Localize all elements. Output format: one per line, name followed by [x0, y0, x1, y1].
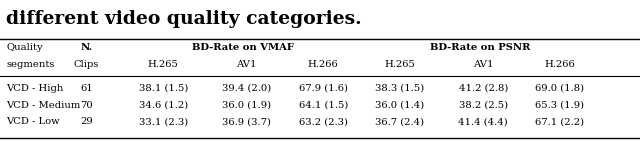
Text: segments: segments — [6, 60, 55, 69]
Text: H.265: H.265 — [385, 60, 415, 69]
Text: H.266: H.266 — [545, 60, 575, 69]
Text: 38.3 (1.5): 38.3 (1.5) — [376, 84, 424, 93]
Text: Clips: Clips — [74, 60, 99, 69]
Text: AV1: AV1 — [236, 60, 257, 69]
Text: 41.4 (4.4): 41.4 (4.4) — [458, 117, 508, 126]
Text: H.265: H.265 — [148, 60, 179, 69]
Text: 69.0 (1.8): 69.0 (1.8) — [536, 84, 584, 93]
Text: VCD - Low: VCD - Low — [6, 117, 60, 126]
Text: BD-Rate on PSNR: BD-Rate on PSNR — [430, 43, 530, 52]
Text: H.266: H.266 — [308, 60, 339, 69]
Text: VCD - High: VCD - High — [6, 84, 64, 93]
Text: 34.6 (1.2): 34.6 (1.2) — [139, 101, 188, 110]
Text: N.: N. — [81, 43, 92, 52]
Text: 33.1 (2.3): 33.1 (2.3) — [139, 117, 188, 126]
Text: 67.1 (2.2): 67.1 (2.2) — [536, 117, 584, 126]
Text: 38.1 (1.5): 38.1 (1.5) — [138, 84, 188, 93]
Text: 38.2 (2.5): 38.2 (2.5) — [459, 101, 508, 110]
Text: 64.1 (1.5): 64.1 (1.5) — [298, 101, 348, 110]
Text: 29: 29 — [80, 117, 93, 126]
Text: 36.7 (2.4): 36.7 (2.4) — [376, 117, 424, 126]
Text: BD-Rate on VMAF: BD-Rate on VMAF — [192, 43, 294, 52]
Text: 70: 70 — [80, 101, 93, 110]
Text: 41.2 (2.8): 41.2 (2.8) — [458, 84, 508, 93]
Text: 61: 61 — [80, 84, 93, 93]
Text: 65.3 (1.9): 65.3 (1.9) — [536, 101, 584, 110]
Text: AV1: AV1 — [473, 60, 493, 69]
Text: 36.0 (1.9): 36.0 (1.9) — [222, 101, 271, 110]
Text: 39.4 (2.0): 39.4 (2.0) — [222, 84, 271, 93]
Text: 36.9 (3.7): 36.9 (3.7) — [222, 117, 271, 126]
Text: VCD - Medium: VCD - Medium — [6, 101, 81, 110]
Text: 36.0 (1.4): 36.0 (1.4) — [376, 101, 424, 110]
Text: different video quality categories.: different video quality categories. — [6, 10, 362, 28]
Text: 63.2 (2.3): 63.2 (2.3) — [299, 117, 348, 126]
Text: 67.9 (1.6): 67.9 (1.6) — [299, 84, 348, 93]
Text: Quality: Quality — [6, 43, 43, 52]
